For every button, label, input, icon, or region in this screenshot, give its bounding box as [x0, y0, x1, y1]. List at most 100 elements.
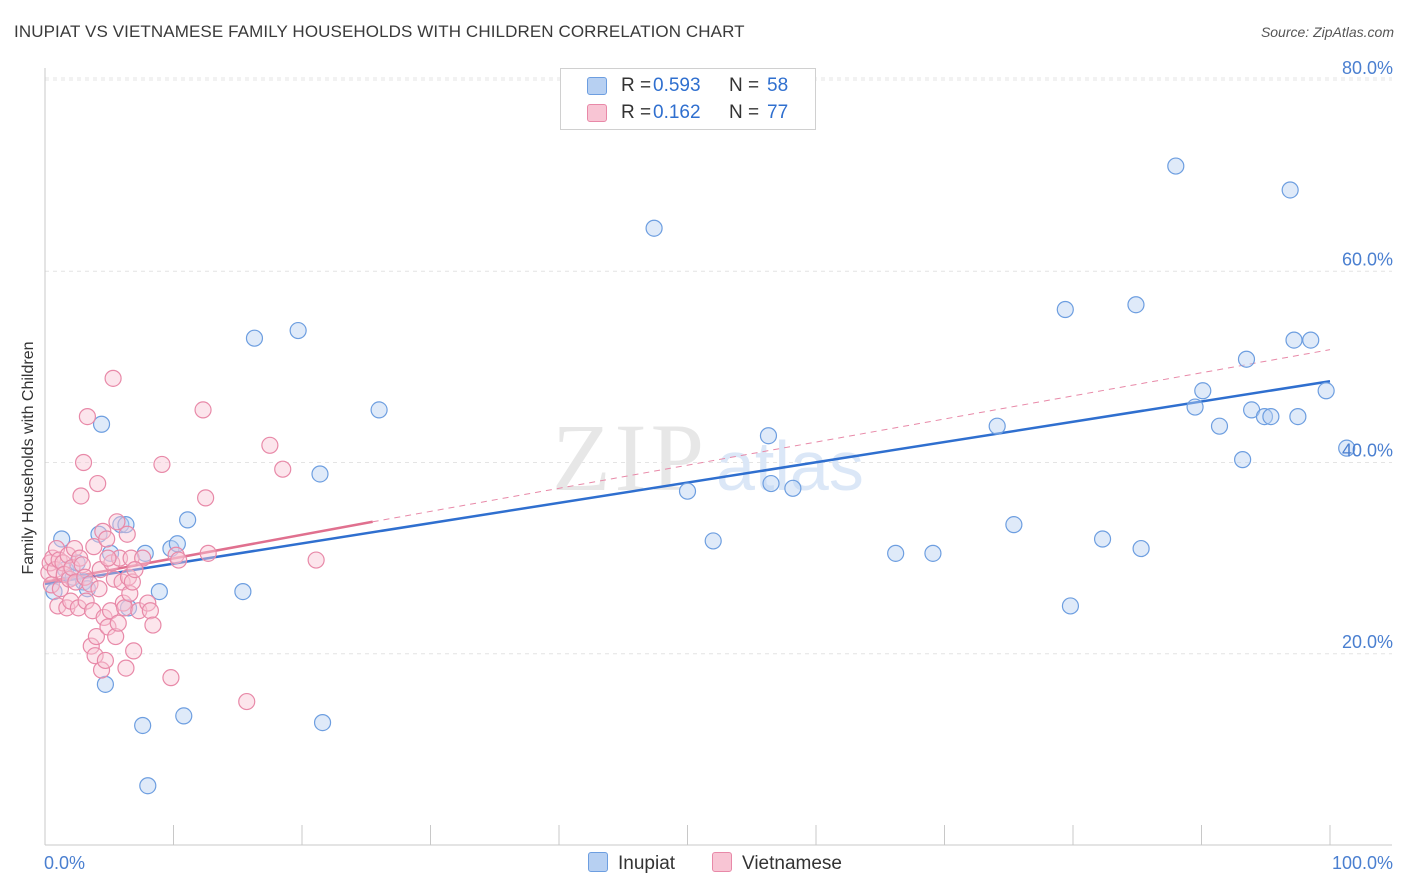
vietnamese-point	[194, 401, 212, 419]
inupiat-point	[92, 415, 111, 433]
inupiat-point	[1338, 439, 1356, 457]
x-tick-label-right: 100.0%	[1332, 853, 1393, 873]
x-tick-label-left: 0.0%	[44, 853, 85, 873]
vietnamese-point	[82, 637, 100, 655]
inupiat-point	[1289, 408, 1307, 426]
inupiat-point	[179, 511, 197, 529]
vietnamese-point	[170, 551, 188, 569]
scatter-points	[40, 157, 1356, 795]
vietnamese-point	[81, 575, 99, 593]
source-label: Source: ZipAtlas.com	[1260, 24, 1394, 40]
inupiat-point	[887, 544, 905, 562]
legend-r-label: R =	[621, 75, 652, 96]
vietnamese-point	[261, 436, 279, 454]
bottom-legend-swatch-vietnamese	[712, 852, 732, 872]
inupiat-point	[1237, 350, 1256, 368]
vietnamese-point	[67, 573, 85, 591]
vietnamese-point	[107, 627, 125, 646]
inupiat-point	[1186, 398, 1204, 416]
inupiat-point	[53, 530, 71, 548]
y-tick-label: 60.0%	[1342, 249, 1393, 269]
inupiat-point	[1056, 300, 1074, 319]
inupiat-point	[1317, 382, 1335, 400]
trend-lines	[44, 349, 1331, 586]
inupiat-point	[1132, 539, 1150, 558]
vietnamese-point	[104, 369, 122, 387]
vietnamese-point	[89, 474, 107, 493]
inupiat-point	[924, 544, 942, 562]
vietnamese-point	[153, 455, 171, 474]
inupiat-point	[988, 417, 1006, 435]
legend-r-label: R =	[621, 102, 652, 123]
vietnamese-point	[162, 669, 180, 687]
inupiat-point	[370, 401, 388, 419]
vietnamese-point	[274, 460, 292, 478]
axes	[44, 68, 1392, 846]
inupiat-point	[704, 532, 722, 550]
inupiat-point	[1255, 408, 1274, 426]
vietnamese-point	[78, 408, 97, 426]
inupiat-point	[759, 427, 778, 445]
vietnamese-point	[126, 560, 144, 579]
vietnamese-point	[77, 592, 95, 610]
vietnamese-point	[92, 661, 111, 679]
vietnamese-point	[72, 487, 90, 505]
inupiat-point	[289, 321, 307, 340]
grid-lines	[45, 77, 1392, 655]
vietnamese-point	[74, 453, 93, 472]
inupiat-point	[1194, 382, 1212, 400]
inupiat-point	[234, 582, 252, 601]
vietnamese-point	[90, 580, 108, 598]
vietnamese-point	[117, 659, 135, 677]
vietnamese-point	[87, 627, 106, 646]
inupiat-point	[245, 329, 264, 347]
inupiat-point	[645, 219, 663, 237]
inupiat-point	[175, 707, 193, 725]
vietnamese-point	[144, 616, 162, 634]
inupiat-point	[139, 777, 157, 795]
inupiat-point	[1127, 296, 1145, 314]
inupiat-point	[1093, 530, 1112, 548]
chart-title: INUPIAT VS VIETNAMESE FAMILY HOUSEHOLDS …	[14, 22, 745, 41]
vietnamese-point	[101, 602, 120, 620]
legend-swatch-inupiat	[587, 77, 607, 95]
bottom-legend-vietnamese: Vietnamese	[712, 852, 842, 875]
inupiat-point	[784, 479, 802, 497]
inupiat-point	[1262, 408, 1280, 426]
inupiat-point	[119, 599, 138, 617]
legend-n-label: N =	[729, 75, 760, 96]
inupiat-point	[311, 465, 329, 483]
inupiat-point	[150, 582, 168, 601]
vietnamese-point	[197, 489, 215, 507]
inupiat-point	[1061, 597, 1080, 615]
vietnamese-point	[199, 544, 217, 562]
y-tick-label: 40.0%	[1342, 441, 1393, 461]
vietnamese-point	[116, 599, 134, 617]
inupiat-point	[1167, 157, 1185, 175]
y-tick-label: 20.0%	[1342, 632, 1393, 652]
y-tick-label: 80.0%	[1342, 58, 1393, 78]
legend-swatch-vietnamese	[587, 104, 607, 122]
vietnamese-point	[167, 546, 185, 564]
vietnamese-point	[99, 549, 117, 567]
bottom-legend-label-vietnamese: Vietnamese	[742, 853, 842, 874]
bottom-legend-label-inupiat: Inupiat	[618, 853, 676, 874]
vietnamese-point	[96, 651, 114, 670]
legend-r-value: 0.162	[653, 102, 701, 123]
inupiat-point	[134, 716, 152, 735]
vietnamese-point	[85, 538, 103, 556]
legend-n-label: N =	[729, 102, 760, 123]
vietnamese-point	[109, 614, 127, 632]
vietnamese-point	[65, 539, 84, 558]
inupiat-point	[1281, 181, 1299, 199]
vietnamese-trend-line	[44, 520, 373, 584]
vietnamese-point	[86, 647, 104, 665]
bottom-legend-inupiat: Inupiat	[588, 852, 675, 875]
legend-r-value: 0.593	[653, 75, 701, 96]
vietnamese-point	[238, 692, 256, 711]
inupiat-point	[1285, 331, 1303, 349]
legend-n-value: 58	[767, 75, 789, 96]
y-axis-title: Family Households with Children	[20, 342, 37, 575]
inupiat-point	[313, 713, 332, 732]
